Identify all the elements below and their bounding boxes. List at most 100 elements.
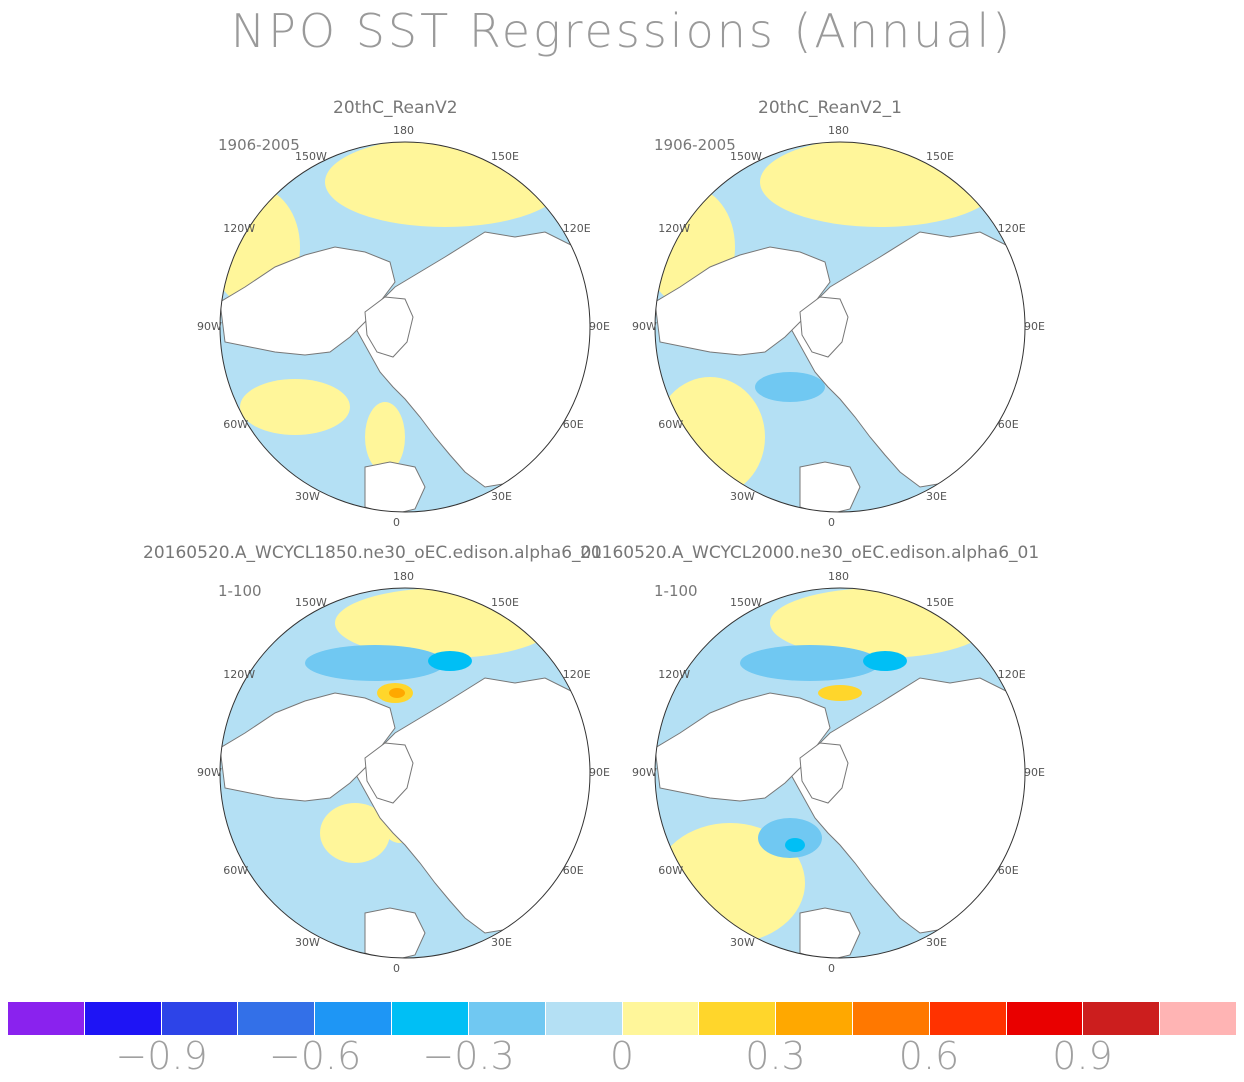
- lon-label: 180: [828, 570, 849, 583]
- lon-label: 90W: [197, 766, 222, 779]
- atlantic-strong-negative-core: [785, 838, 805, 852]
- pacific-positive-region: [760, 142, 1000, 227]
- lon-label: 150E: [926, 596, 954, 610]
- kamchatka-positive-core: [818, 685, 862, 701]
- lon-label: 60E: [997, 864, 1019, 877]
- pacific-positive-region: [325, 142, 565, 227]
- lon-label: 60W: [658, 418, 684, 431]
- panel-3-period: 1-100: [218, 582, 262, 600]
- pacific-strong-negative-core: [428, 651, 472, 671]
- pacific-negative-band: [305, 645, 445, 681]
- colorbar-tick-label: −0.6: [268, 1034, 362, 1078]
- atlantic-positive-region: [655, 377, 765, 497]
- panel-4-title: 20160520.A_WCYCL2000.ne30_oEC.edison.alp…: [580, 543, 1040, 563]
- colorbar: [8, 1002, 1236, 1035]
- lon-label: 120E: [997, 222, 1026, 235]
- ocean-field: [655, 588, 1025, 958]
- colorbar-swatch: [545, 1002, 623, 1035]
- lon-label: 0: [828, 516, 835, 529]
- greenland-land: [364, 742, 414, 804]
- lon-label: 90E: [589, 320, 610, 333]
- panel-1-title: 20thC_ReanV2: [333, 98, 458, 118]
- colorbar-swatch: [8, 1002, 85, 1035]
- panel-1-period: 1906-2005: [218, 136, 300, 154]
- colorbar-swatch: [699, 1002, 777, 1035]
- colorbar-swatch: [852, 1002, 930, 1035]
- atlantic-positive-region: [320, 803, 390, 863]
- europe-coast-positive-region: [365, 402, 405, 472]
- pacific-negative-band: [740, 645, 880, 681]
- lon-label: 150W: [295, 596, 327, 610]
- map-border: [219, 141, 591, 513]
- lon-label: 150E: [491, 150, 519, 164]
- greenland-land: [799, 742, 849, 804]
- lon-label: 150W: [730, 596, 762, 610]
- africa-land: [799, 907, 861, 958]
- lon-label: 120W: [658, 668, 691, 681]
- lon-label: 180: [393, 124, 414, 137]
- greenland-land: [364, 296, 414, 358]
- map-border: [654, 587, 1026, 959]
- panel-3-map: [219, 587, 591, 959]
- lon-label: 90W: [632, 766, 657, 779]
- atlantic-positive-region: [240, 379, 350, 435]
- lon-label: 90W: [197, 320, 222, 333]
- colorbar-swatch: [392, 1002, 469, 1035]
- panel-2-map: [654, 141, 1026, 513]
- panel-4-map: [654, 587, 1026, 959]
- lon-label: 120E: [562, 222, 591, 235]
- colorbar-swatch: [776, 1002, 853, 1035]
- chart-title: NPO SST Regressions (Annual): [230, 4, 1014, 58]
- lon-label: 0: [828, 962, 835, 975]
- map-border: [219, 587, 591, 959]
- colorbar-tick-label: 0: [609, 1034, 635, 1078]
- lon-label: 30E: [926, 935, 947, 949]
- lon-label: 0: [393, 962, 400, 975]
- lon-label: 150E: [926, 150, 954, 164]
- colorbar-swatch: [1083, 1002, 1161, 1035]
- colorbar-swatch: [622, 1002, 700, 1035]
- lon-label: 30W: [295, 489, 320, 503]
- lon-label: 60E: [562, 864, 584, 877]
- colorbar-swatch: [161, 1002, 239, 1035]
- panel-3-title: 20160520.A_WCYCL1850.ne30_oEC.edison.alp…: [143, 543, 603, 563]
- colorbar-tick-label: −0.3: [422, 1034, 515, 1078]
- lon-label: 60W: [223, 418, 249, 431]
- pacific-strong-negative-core: [863, 651, 907, 671]
- lon-label: 150W: [295, 150, 327, 164]
- colorbar-tick-label: 0.3: [745, 1034, 806, 1078]
- lon-label: 30W: [730, 935, 755, 949]
- colorbar-swatch: [315, 1002, 393, 1035]
- colorbar-swatch: [1006, 1002, 1084, 1035]
- lon-label: 60E: [562, 418, 584, 431]
- lon-label: 60W: [223, 864, 249, 877]
- lon-label: 90E: [589, 766, 610, 779]
- africa-land: [364, 907, 426, 958]
- africa-land: [364, 461, 426, 512]
- lon-label: 120W: [223, 668, 256, 681]
- atlantic-negative-core: [758, 818, 822, 858]
- lon-label: 180: [828, 124, 849, 137]
- africa-land: [799, 461, 861, 512]
- lon-label: 120E: [997, 668, 1026, 681]
- lon-label: 30E: [926, 489, 947, 503]
- colorbar-swatch: [1160, 1002, 1236, 1035]
- atlantic-negative-core: [755, 372, 825, 402]
- panel-2-title: 20thC_ReanV2_1: [758, 98, 902, 118]
- lon-label: 30E: [491, 935, 512, 949]
- lon-label: 90E: [1024, 320, 1045, 333]
- colorbar-tick-label: −0.9: [115, 1034, 208, 1078]
- ocean-field: [220, 142, 590, 512]
- ocean-field: [220, 588, 590, 958]
- lon-label: 180: [393, 570, 414, 583]
- bering-strong-positive-core: [389, 688, 405, 698]
- lon-label: 120W: [223, 222, 256, 235]
- colorbar-swatch: [929, 1002, 1007, 1035]
- colorbar-swatch: [468, 1002, 546, 1035]
- colorbar-tick-label: 0.6: [898, 1034, 960, 1078]
- colorbar-tick-label: 0.9: [1052, 1034, 1113, 1078]
- lon-label: 0: [393, 516, 400, 529]
- lon-label: 90E: [1024, 766, 1045, 779]
- ocean-field: [655, 142, 1025, 512]
- lon-label: 90W: [632, 320, 657, 333]
